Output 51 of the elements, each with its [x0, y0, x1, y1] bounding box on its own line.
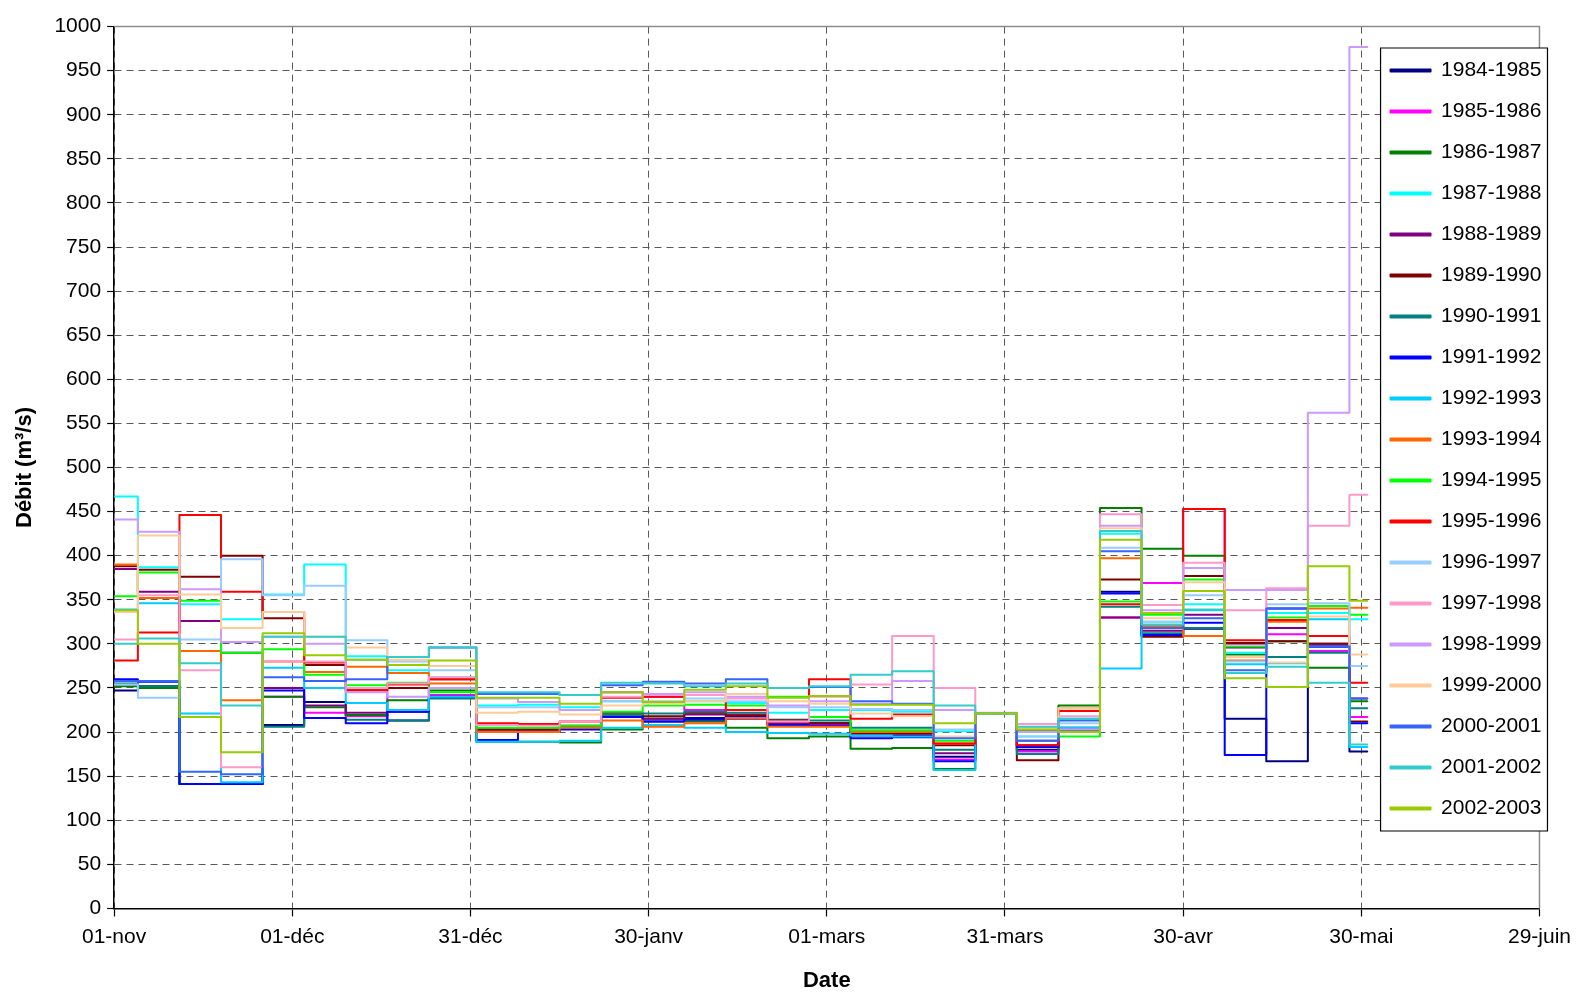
legend-label: 1999-2000	[1441, 672, 1542, 696]
y-tick-label: 550	[66, 410, 102, 434]
x-tick-label: 01-déc	[260, 923, 325, 947]
legend-label: 1985-1986	[1441, 98, 1542, 122]
legend-label: 1993-1994	[1441, 426, 1542, 450]
y-tick-label: 750	[66, 233, 102, 257]
y-tick-label: 0	[89, 895, 102, 919]
legend-label: 2000-2001	[1441, 713, 1542, 737]
legend-label: 1995-1996	[1441, 508, 1542, 532]
y-axis-title: Débit (m³/s)	[11, 407, 37, 528]
y-tick-label: 600	[66, 366, 102, 390]
y-tick-label: 1000	[54, 13, 102, 37]
x-axis-title: Date	[802, 966, 851, 992]
legend-label: 1996-1997	[1441, 549, 1542, 573]
y-tick-label: 450	[66, 498, 102, 522]
legend-label: 1984-1985	[1441, 57, 1542, 81]
y-tick-label: 200	[66, 718, 102, 742]
y-tick-label: 150	[66, 762, 102, 786]
x-tick-label: 30-avr	[1153, 923, 1213, 947]
legend-label: 1991-1992	[1441, 344, 1542, 368]
y-tick-label: 900	[66, 101, 102, 125]
legend-label: 2002-2003	[1441, 795, 1542, 819]
y-tick-label: 700	[66, 277, 102, 301]
y-tick-label: 950	[66, 57, 102, 81]
legend-label: 1989-1990	[1441, 262, 1542, 286]
x-tick-label: 30-mai	[1329, 923, 1394, 947]
legend-label: 1987-1988	[1441, 180, 1542, 204]
y-tick-label: 650	[66, 322, 102, 346]
legend-label: 1988-1989	[1441, 221, 1542, 245]
x-tick-label: 30-janv	[614, 923, 684, 947]
y-tick-label: 800	[66, 189, 102, 213]
x-tick-label: 29-juin	[1507, 923, 1571, 947]
legend-label: 1986-1987	[1441, 139, 1542, 163]
y-tick-label: 400	[66, 542, 102, 566]
legend-label: 1997-1998	[1441, 590, 1542, 614]
y-tick-label: 300	[66, 630, 102, 654]
y-tick-label: 850	[66, 145, 102, 169]
y-tick-label: 50	[77, 851, 102, 875]
legend-label: 1990-1991	[1441, 303, 1542, 327]
legend-label: 1994-1995	[1441, 467, 1542, 491]
y-tick-label: 350	[66, 586, 102, 610]
y-tick-label: 500	[66, 454, 102, 478]
legend-label: 2001-2002	[1441, 754, 1542, 778]
y-tick-label: 250	[66, 674, 102, 698]
x-tick-label: 31-mars	[966, 923, 1044, 947]
legend-label: 1998-1999	[1441, 631, 1542, 655]
y-tick-label: 100	[66, 807, 102, 831]
legend-label: 1992-1993	[1441, 385, 1542, 409]
x-tick-label: 01-nov	[82, 923, 147, 947]
x-tick-label: 31-déc	[438, 923, 503, 947]
x-tick-label: 01-mars	[788, 923, 866, 947]
